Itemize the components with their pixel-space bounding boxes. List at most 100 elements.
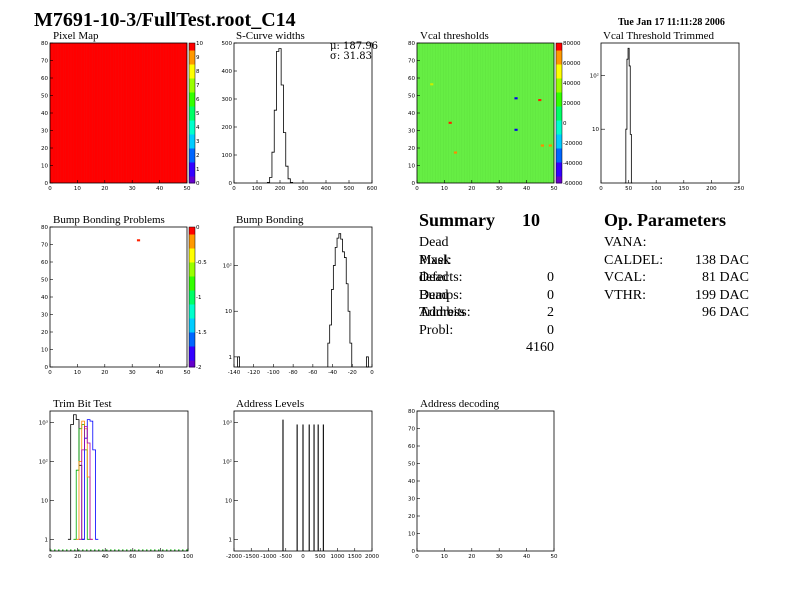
address-levels-title: Address Levels bbox=[236, 398, 305, 410]
bump-problems-chart: 0 10 20 30 40 50 0 10 20 30 40 50 60 70 80 0 -0.5 -1 -1.5 -… bbox=[41, 225, 207, 376]
color-bar-label: -1 bbox=[196, 295, 201, 301]
op-parameters-header: Op. Parameters bbox=[604, 210, 726, 230]
summary-row-label: Dead Trimbits: bbox=[419, 287, 471, 321]
y-tick-label: 0 bbox=[45, 365, 49, 371]
color-bar-segment bbox=[556, 162, 562, 170]
y-tick-label: 20 bbox=[408, 514, 415, 520]
op-parameters-panel: Op. Parameters VANA: 138 DAC CALDEL: 81 DAC… bbox=[604, 210, 749, 320]
y-tick-label: 80 bbox=[408, 41, 415, 47]
y-tick-label: 50 bbox=[408, 462, 415, 468]
summary-label: Summary bbox=[419, 210, 495, 230]
summary-row-label: Address Probl: bbox=[419, 305, 465, 338]
color-bar-label: 9 bbox=[196, 55, 200, 61]
x-tick-label: 20 bbox=[74, 554, 81, 560]
bump-problems-title: Bump Bonding Problems bbox=[53, 214, 165, 226]
x-tick-label: 0 bbox=[48, 554, 52, 560]
color-bar-segment bbox=[189, 234, 195, 242]
y-tick-label: 400 bbox=[222, 69, 233, 75]
x-tick-label: 0 bbox=[370, 370, 374, 376]
vcal-thresholds-chart: 0 10 20 30 40 50 0 10 20 30 40 50 60 70 80 80000 60000 40… bbox=[408, 41, 583, 192]
y-tick-label: 10 bbox=[408, 532, 415, 538]
x-tick-label: 20 bbox=[468, 186, 475, 192]
color-bar-segment bbox=[189, 141, 195, 149]
vcal-trim-title: Vcal Threshold Trimmed bbox=[603, 30, 715, 42]
color-bar-label: 60000 bbox=[563, 61, 581, 67]
x-tick-label: 40 bbox=[102, 554, 109, 560]
outlier-pixel bbox=[538, 99, 542, 102]
y-tick-label: 40 bbox=[408, 479, 415, 485]
color-bar-segment bbox=[189, 360, 195, 368]
y-tick-label: 60 bbox=[41, 76, 48, 82]
scurve-title: S-Curve widths bbox=[236, 30, 305, 42]
color-bar-segment bbox=[556, 155, 562, 163]
x-tick-label: 50 bbox=[551, 186, 558, 192]
y-tick-label: 50 bbox=[41, 278, 48, 284]
plot-frame bbox=[233, 226, 373, 368]
summary-row-value: 0 bbox=[547, 287, 554, 303]
color-bar-segment bbox=[556, 50, 562, 58]
color-bar-segment bbox=[189, 92, 195, 100]
trim-bit-title: Trim Bit Test bbox=[53, 398, 112, 410]
y-tick-label: 10² bbox=[223, 263, 232, 270]
y-tick-label: 0 bbox=[412, 181, 416, 187]
y-tick-label: 1 bbox=[229, 355, 233, 361]
y-tick-label: 20 bbox=[408, 146, 415, 152]
summary-row-label: Mask defects: bbox=[419, 252, 463, 286]
x-tick-label: 10 bbox=[74, 370, 81, 376]
color-bar-segment bbox=[189, 255, 195, 263]
summary-row-value: 0 bbox=[547, 270, 554, 285]
x-tick-label: 300 bbox=[298, 186, 309, 192]
x-tick-label: -60 bbox=[308, 370, 317, 376]
color-bar-segment bbox=[189, 276, 195, 284]
histogram-bin bbox=[365, 356, 369, 368]
color-bar-label: 1 bbox=[196, 167, 200, 173]
color-bar-label: 20000 bbox=[563, 101, 581, 107]
y-tick-label: 80 bbox=[41, 225, 48, 231]
y-tick-label: 10³ bbox=[223, 420, 232, 427]
x-tick-label: 50 bbox=[184, 186, 191, 192]
color-bar-segment bbox=[189, 339, 195, 347]
x-tick-label: -140 bbox=[228, 370, 241, 376]
x-tick-label: -120 bbox=[247, 370, 260, 376]
y-tick-label: 60 bbox=[41, 260, 48, 266]
y-tick-label: 80 bbox=[408, 409, 415, 415]
color-bar-segment bbox=[189, 176, 195, 184]
color-bar-label: 80000 bbox=[563, 41, 581, 47]
color-bar-segment bbox=[189, 297, 195, 305]
y-tick-label: 70 bbox=[41, 243, 48, 249]
x-tick-label: 40 bbox=[523, 186, 530, 192]
color-bar-label: -0.5 bbox=[196, 260, 207, 266]
color-bar-segment bbox=[556, 99, 562, 107]
outlier-pixel bbox=[514, 97, 518, 100]
color-bar-label: -60000 bbox=[563, 181, 583, 187]
color-bar-segment bbox=[189, 311, 195, 319]
color-bar-label: 40000 bbox=[563, 81, 581, 87]
x-tick-label: 100 bbox=[252, 186, 263, 192]
color-bar-segment bbox=[189, 113, 195, 121]
plot-frame bbox=[49, 410, 189, 552]
y-tick-label: 500 bbox=[222, 41, 233, 47]
x-tick-label: 10 bbox=[441, 554, 448, 560]
x-tick-label: 1000 bbox=[331, 554, 345, 560]
trim-series-line bbox=[81, 419, 99, 540]
op-parameter-label: VCAL: bbox=[604, 270, 646, 285]
color-bar-label: 2 bbox=[196, 153, 200, 159]
color-bar-segment bbox=[189, 85, 195, 93]
color-bar-segment bbox=[189, 106, 195, 114]
color-bar-segment bbox=[556, 106, 562, 114]
x-tick-label: 100 bbox=[651, 186, 662, 192]
y-tick-label: 40 bbox=[41, 111, 48, 117]
color-bar-label: 8 bbox=[196, 69, 200, 75]
y-tick-label: 10 bbox=[41, 164, 48, 170]
y-tick-label: 50 bbox=[408, 94, 415, 100]
outlier-pixel bbox=[453, 151, 458, 154]
x-tick-label: -1000 bbox=[261, 554, 277, 560]
bump-bonding-chart: -140 -120 -100 -80 -60 -40 -20 0 1 10 10² bbox=[223, 226, 374, 376]
color-bar-segment bbox=[556, 78, 562, 86]
color-bar-label: 0 bbox=[196, 225, 200, 231]
op-parameter-value: 81 DAC bbox=[701, 270, 749, 285]
histogram-bin bbox=[237, 356, 240, 368]
x-tick-label: 40 bbox=[156, 370, 163, 376]
y-tick-label: 10² bbox=[590, 72, 599, 79]
y-tick-label: 30 bbox=[41, 129, 48, 135]
